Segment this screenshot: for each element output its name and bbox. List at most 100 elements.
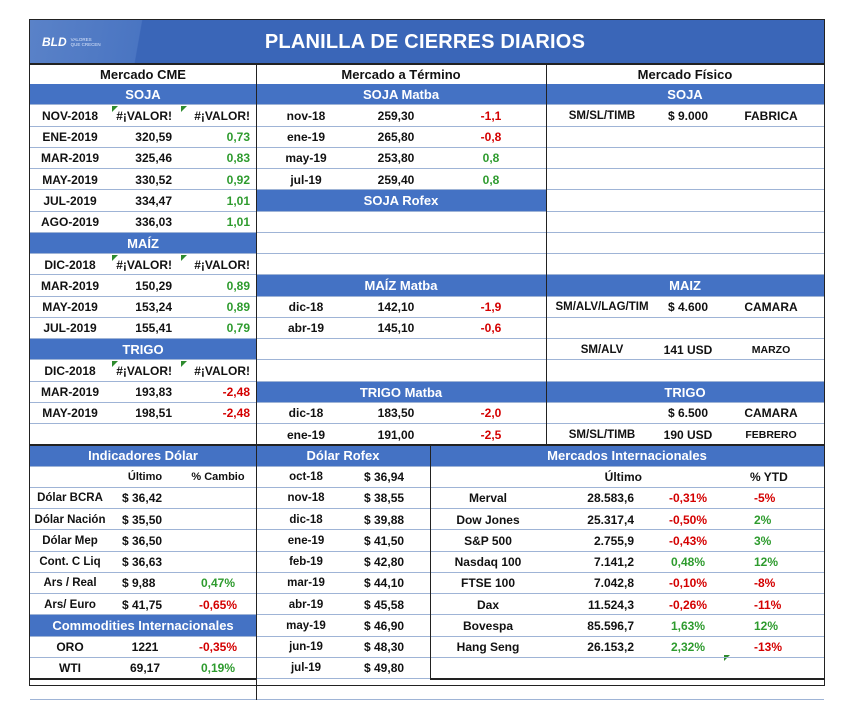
rofex-value: $ 36,94 [364,470,405,485]
rule-intl-bottom [430,678,824,680]
dolar-col-last: Último [127,471,163,484]
intl-day-change: -0,50% [668,512,708,527]
commodity-name: WTI [59,661,81,676]
matba-contract: dic-18 [288,300,324,315]
cme-price: #¡VALOR! [116,363,172,378]
dolar-name: Dólar Nación [34,513,106,526]
matba-contract: ene-19 [286,427,326,442]
fisico-location: SM/ALV/LAG/TIM [555,301,649,314]
intl-ytd: 12% [754,618,779,633]
row-separator [30,231,824,233]
row-separator [30,168,824,169]
dolar-value: $ 35,50 [122,512,163,527]
fisico-location [546,403,658,424]
error-flag-icon [181,106,187,113]
cme-change: 0,79 [226,321,250,336]
row-separator [30,401,824,403]
soja-rofex-header: SOJA Rofex [256,190,546,212]
cme-price: 334,47 [135,193,172,208]
row-separator [30,253,824,254]
rofex-value: $ 39,88 [364,512,405,527]
intl-value: 25.317,4 [587,512,634,527]
intl-value: 7.141,2 [593,555,634,570]
matba-price: 145,10 [377,321,415,336]
rofex-value: $ 44,10 [364,576,405,591]
intl-col-ytd: % YTD [750,470,788,485]
matba-change: -0,6 [480,321,502,336]
rule-section-break [30,444,824,447]
cme-contract: DIC-2018 [44,363,96,378]
intl-ytd: -8% [754,576,776,591]
logo-tagline: VALORES QUE CRECEN [70,37,101,47]
rofex-value: $ 45,58 [364,597,405,612]
intl-value: 28.583,6 [587,491,634,506]
rofex-month: ene-19 [287,534,325,547]
row-separator [30,593,824,594]
intl-index-name: Bovespa [462,618,514,633]
cme-contract: MAR-2019 [40,278,100,293]
rofex-value: $ 42,80 [364,555,405,570]
commodity-name: ORO [56,640,84,655]
intl-day-change: 0,48% [670,555,706,570]
matba-change: 0,8 [482,151,500,166]
matba-contract: ene-19 [286,130,326,145]
dolar-name: Ars/ Euro [44,598,96,611]
matba-change: -1,1 [480,108,502,123]
intl-ytd: 3% [754,533,772,548]
rule-under-title [30,63,824,65]
row-separator [30,699,824,701]
intl-index-name: Hang Seng [456,640,520,655]
intl-ytd: 2% [754,512,772,527]
row-separator [30,571,824,573]
intl-value: 26.153,2 [587,640,634,655]
rofex-value: $ 49,80 [364,661,405,676]
row-separator [30,508,824,509]
dolar-value: $ 36,42 [122,491,163,506]
row-separator [30,210,824,212]
intl-day-change: -0,10% [668,576,708,591]
rofex-value: $ 38,55 [364,491,405,506]
fisico-reference: MARZO [751,343,791,356]
cme-price: 320,59 [135,130,172,145]
row-separator [30,316,824,318]
matba-price: 265,80 [377,130,415,145]
matba-change: -1,9 [480,300,502,315]
fisico-location: SM/ALV [580,343,624,356]
cme-contract: MAR-2019 [40,151,100,166]
intl-index-name: Nasdaq 100 [454,555,522,570]
intl-col-last: Último [604,470,642,485]
matba-contract: abr-19 [287,321,325,336]
cme-contract: AGO-2019 [40,215,100,230]
divider-rofex-intl [429,445,431,679]
rofex-month: jun-19 [289,641,323,654]
rofex-month: nov-18 [287,492,325,505]
rofex-month: may-19 [286,619,326,632]
matba-change: -2,5 [480,427,502,442]
cme-change: #¡VALOR! [194,363,250,378]
rofex-month: jul-19 [290,662,322,675]
dolar-rofex-header: Dólar Rofex [256,445,430,467]
header-mercado-cme: Mercado CME [100,66,186,82]
fisico-soja-header: SOJA [546,84,824,106]
row-separator [30,359,824,361]
trigo-matba-header: TRIGO Matba [256,381,546,403]
row-separator [30,678,824,679]
matba-contract: dic-18 [288,406,324,421]
commodity-change: -0,35% [198,640,238,655]
intl-day-change: 1,63% [670,618,706,633]
row-separator [30,614,824,616]
fisico-location: SM/SL/TIMB [568,428,636,441]
dolar-value: $ 9,88 [122,576,156,591]
fisico-price: $ 9.000 [667,108,709,123]
cme-change: #¡VALOR! [194,257,250,272]
error-flag-icon [112,255,118,261]
dolar-change: 0,47% [200,576,236,591]
cme-contract: NOV-2018 [41,108,99,123]
error-flag-icon [112,106,118,113]
matba-price: 191,00 [377,427,415,442]
intl-ytd: -13% [754,640,783,655]
fisico-trigo-header: TRIGO [546,381,824,403]
matba-contract: jul-19 [290,172,322,187]
bld-logo: BLD VALORES QUE CRECEN [42,28,114,56]
rofex-month: dic-18 [289,513,323,526]
